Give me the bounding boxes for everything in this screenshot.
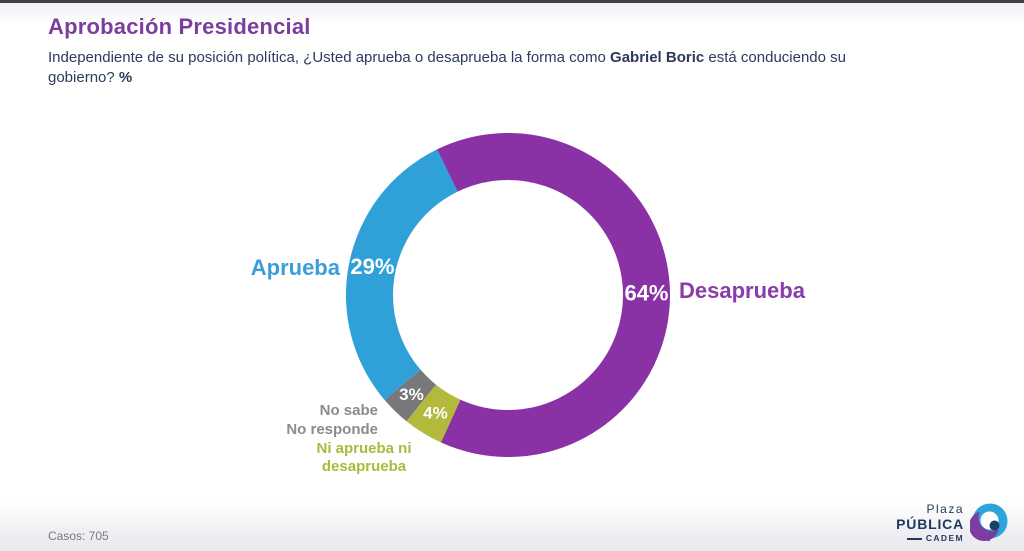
label-no-sabe-line1: No sabe xyxy=(319,402,378,419)
logo-line-plaza: Plaza xyxy=(926,502,964,517)
slide-top-edge xyxy=(0,0,1024,3)
donut-value-label: 3% xyxy=(399,385,424,404)
question-text: Independiente de su posición política, ¿… xyxy=(48,49,611,66)
label-ni-aprueba-ni-desaprueba: Ni aprueba ni desaprueba xyxy=(254,440,474,476)
logo-bubble-icon xyxy=(970,503,1008,542)
donut-segment-no-sabe-no-responde xyxy=(346,133,670,457)
footer-band xyxy=(0,503,1024,551)
label-ni-aprueba-line2: desaprueba xyxy=(321,458,407,475)
question-bold-name: Gabriel Boric xyxy=(610,49,705,66)
label-ni-aprueba-line1: Ni aprueba ni xyxy=(316,440,412,457)
page-title: Aprobación Presidencial xyxy=(48,14,311,39)
question-unit: % xyxy=(118,69,133,86)
logo-dash xyxy=(906,537,922,540)
donut-chart-svg: 64% 4%3% 29% xyxy=(346,133,670,457)
logo-text: Plaza PÚBLICA CADEM xyxy=(896,503,964,543)
sample-size: Casos: 705 xyxy=(48,529,109,543)
label-desaprueba: Desaprueba xyxy=(679,278,805,303)
logo-line-cadem: CADEM xyxy=(896,534,964,543)
donut-segment-ni-aprueba-ni-desaprueba xyxy=(346,133,670,457)
label-no-sabe-line2: No responde xyxy=(286,421,378,438)
donut-value-label: 29% xyxy=(350,254,394,279)
survey-question: Independiente de su posición política, ¿… xyxy=(48,48,868,88)
donut-value-label: 4% xyxy=(423,403,448,422)
slide-top-fade xyxy=(0,3,1024,25)
label-no-sabe-no-responde: No sabe No responde xyxy=(178,401,378,439)
logo-line-publica: PÚBLICA xyxy=(896,516,964,533)
donut-value-label: 64% xyxy=(624,281,668,306)
donut-segment-aprueba xyxy=(346,133,670,457)
plaza-publica-cadem-logo: Plaza PÚBLICA CADEM xyxy=(896,502,1010,544)
question-text-2: está conduciendo su gobierno? xyxy=(48,49,847,86)
logo-cadem-text: CADEM xyxy=(925,533,964,544)
label-aprueba: Aprueba xyxy=(250,255,340,280)
